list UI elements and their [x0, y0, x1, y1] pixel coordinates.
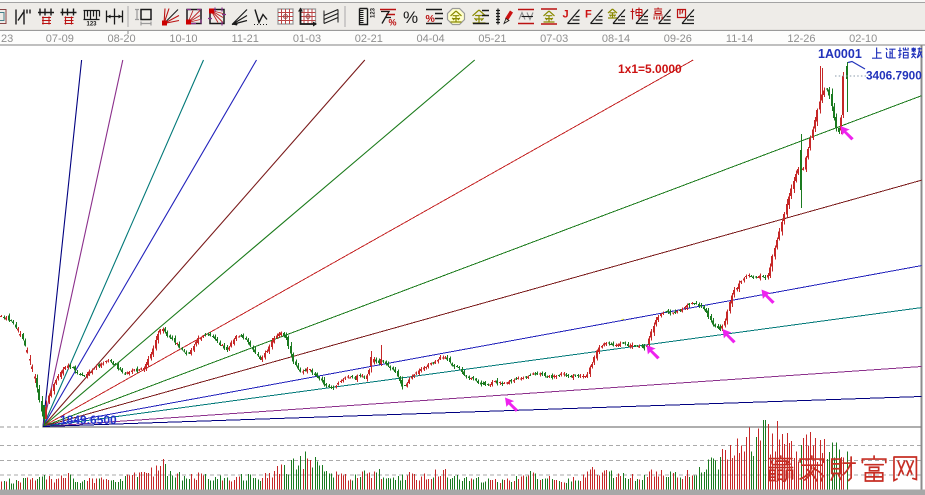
svg-text:F: F: [585, 9, 592, 21]
svg-text:%: %: [389, 18, 397, 28]
svg-text:01-03: 01-03: [293, 33, 321, 45]
svg-text:123: 123: [87, 22, 98, 28]
svg-text:10-10: 10-10: [169, 33, 197, 45]
svg-text:1x1=5.0000: 1x1=5.0000: [618, 62, 682, 76]
svg-text:08-20: 08-20: [108, 33, 136, 45]
svg-text:123: 123: [371, 7, 377, 18]
svg-text:08-14: 08-14: [602, 33, 630, 45]
svg-text:23: 23: [1, 33, 13, 45]
svg-text:02-21: 02-21: [355, 33, 383, 45]
svg-text:09-26: 09-26: [664, 33, 692, 45]
svg-text:%: %: [403, 8, 418, 27]
svg-text:J: J: [563, 9, 569, 21]
svg-text:%: %: [426, 13, 436, 25]
svg-text:07-03: 07-03: [540, 33, 568, 45]
svg-text:02-10: 02-10: [849, 33, 877, 45]
svg-text:12-26: 12-26: [787, 33, 815, 45]
svg-text:07-09: 07-09: [46, 33, 74, 45]
svg-text:11-14: 11-14: [726, 33, 753, 45]
svg-text:1849.6500: 1849.6500: [60, 413, 117, 427]
svg-text:11-21: 11-21: [232, 33, 259, 45]
svg-text:04-04: 04-04: [417, 33, 445, 45]
svg-text:05-21: 05-21: [478, 33, 506, 45]
svg-text:1A0001: 1A0001: [818, 47, 862, 61]
svg-text:3406.7900: 3406.7900: [866, 69, 922, 83]
